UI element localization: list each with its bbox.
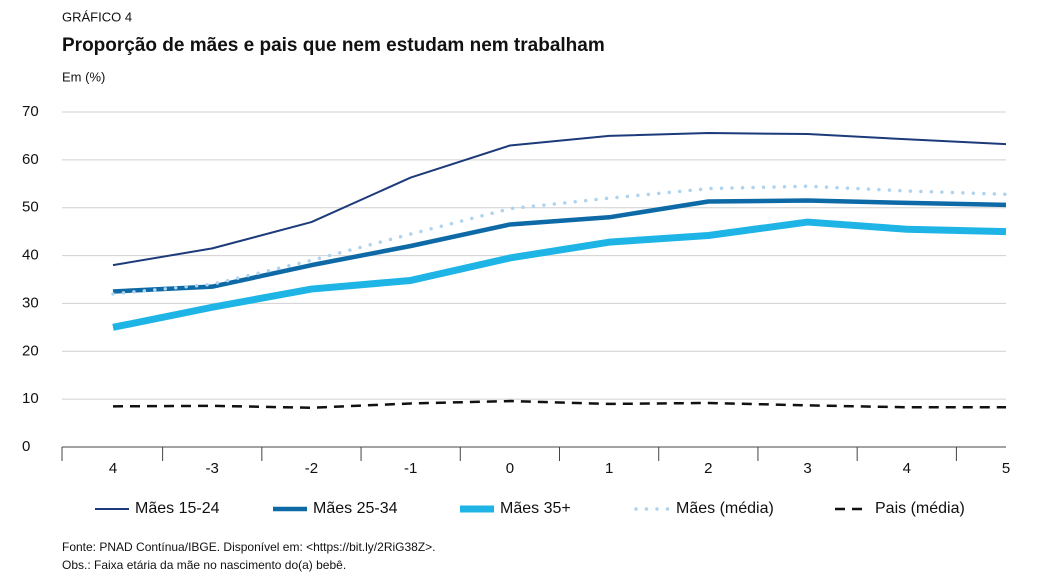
y-tick-label: 10 xyxy=(22,390,39,407)
legend-label: Mães 25-34 xyxy=(313,500,398,517)
series-line xyxy=(112,218,1007,331)
chart-title: Proporção de mães e pais que nem estudam… xyxy=(62,35,605,56)
x-tick-label: 2 xyxy=(704,460,712,477)
series-line xyxy=(111,184,1008,296)
y-tick-label: 70 xyxy=(22,103,39,120)
y-tick-label: 60 xyxy=(22,151,39,168)
series-line xyxy=(112,132,1007,267)
x-tick-label: -2 xyxy=(305,460,318,477)
series-line xyxy=(112,198,1007,294)
x-tick-label: 4 xyxy=(109,460,117,477)
y-tick-label: 40 xyxy=(22,247,39,264)
y-tick-label: 50 xyxy=(22,199,39,216)
legend-label: Mães 35+ xyxy=(500,500,571,517)
chart-kicker: GRÁFICO 4 xyxy=(62,9,132,24)
x-tick-label: -1 xyxy=(404,460,417,477)
note: Obs.: Faixa etária da mãe no nascimento … xyxy=(62,558,346,572)
series-line xyxy=(112,399,1006,410)
source: Fonte: PNAD Contínua/IBGE. Disponível em… xyxy=(62,540,436,554)
x-tick-label: 3 xyxy=(803,460,811,477)
x-tick-label: -3 xyxy=(206,460,219,477)
legend-label: Mães 15-24 xyxy=(135,500,220,517)
x-tick-label: 4 xyxy=(903,460,911,477)
legend-label: Mães (média) xyxy=(676,500,774,517)
y-tick-label: 20 xyxy=(22,342,39,359)
x-tick-label: 1 xyxy=(605,460,613,477)
y-tick-label: 0 xyxy=(22,438,30,455)
chart-subtitle: Em (%) xyxy=(62,69,105,84)
x-tick-label: 0 xyxy=(506,460,514,477)
legend-label: Pais (média) xyxy=(875,500,965,517)
x-tick-label: 5 xyxy=(1002,460,1010,477)
y-tick-label: 30 xyxy=(22,294,39,311)
